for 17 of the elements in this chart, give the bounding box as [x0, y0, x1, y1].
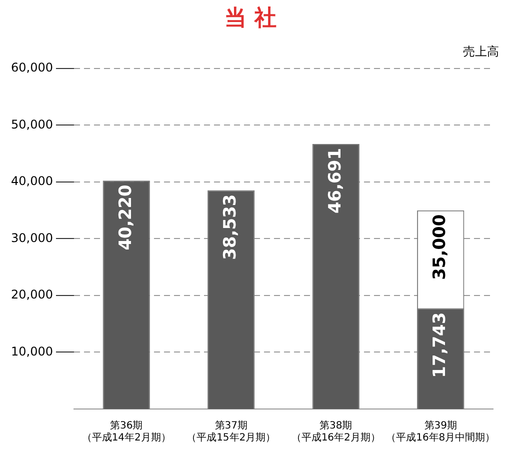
data-label: 35,000 [430, 214, 450, 280]
x-tick-label: 第39期（平成16年8月中間期） [386, 420, 496, 444]
data-label: 17,743 [430, 312, 450, 378]
y-tick-label: 20,000 [10, 288, 53, 302]
data-label: 40,220 [116, 184, 136, 250]
y-tick-label: 60,000 [10, 60, 53, 75]
y-tick-label: 30,000 [10, 230, 53, 245]
x-tick-label: 第38期（平成16年2月期） [291, 420, 380, 444]
data-label: 46,691 [325, 148, 346, 214]
chart-title: 当 社 [224, 6, 276, 31]
x-tick-label: 第36期（平成14年2月期） [82, 420, 171, 444]
x-tick-label: 第37期（平成15年2月期） [186, 420, 276, 444]
y-tick-label: 50,000 [10, 117, 53, 132]
y-axis-title: 売上高 [463, 44, 499, 59]
y-tick-label: 10,000 [10, 344, 53, 358]
data-label: 38,533 [220, 194, 241, 260]
y-tick-label: 40,000 [10, 174, 53, 188]
